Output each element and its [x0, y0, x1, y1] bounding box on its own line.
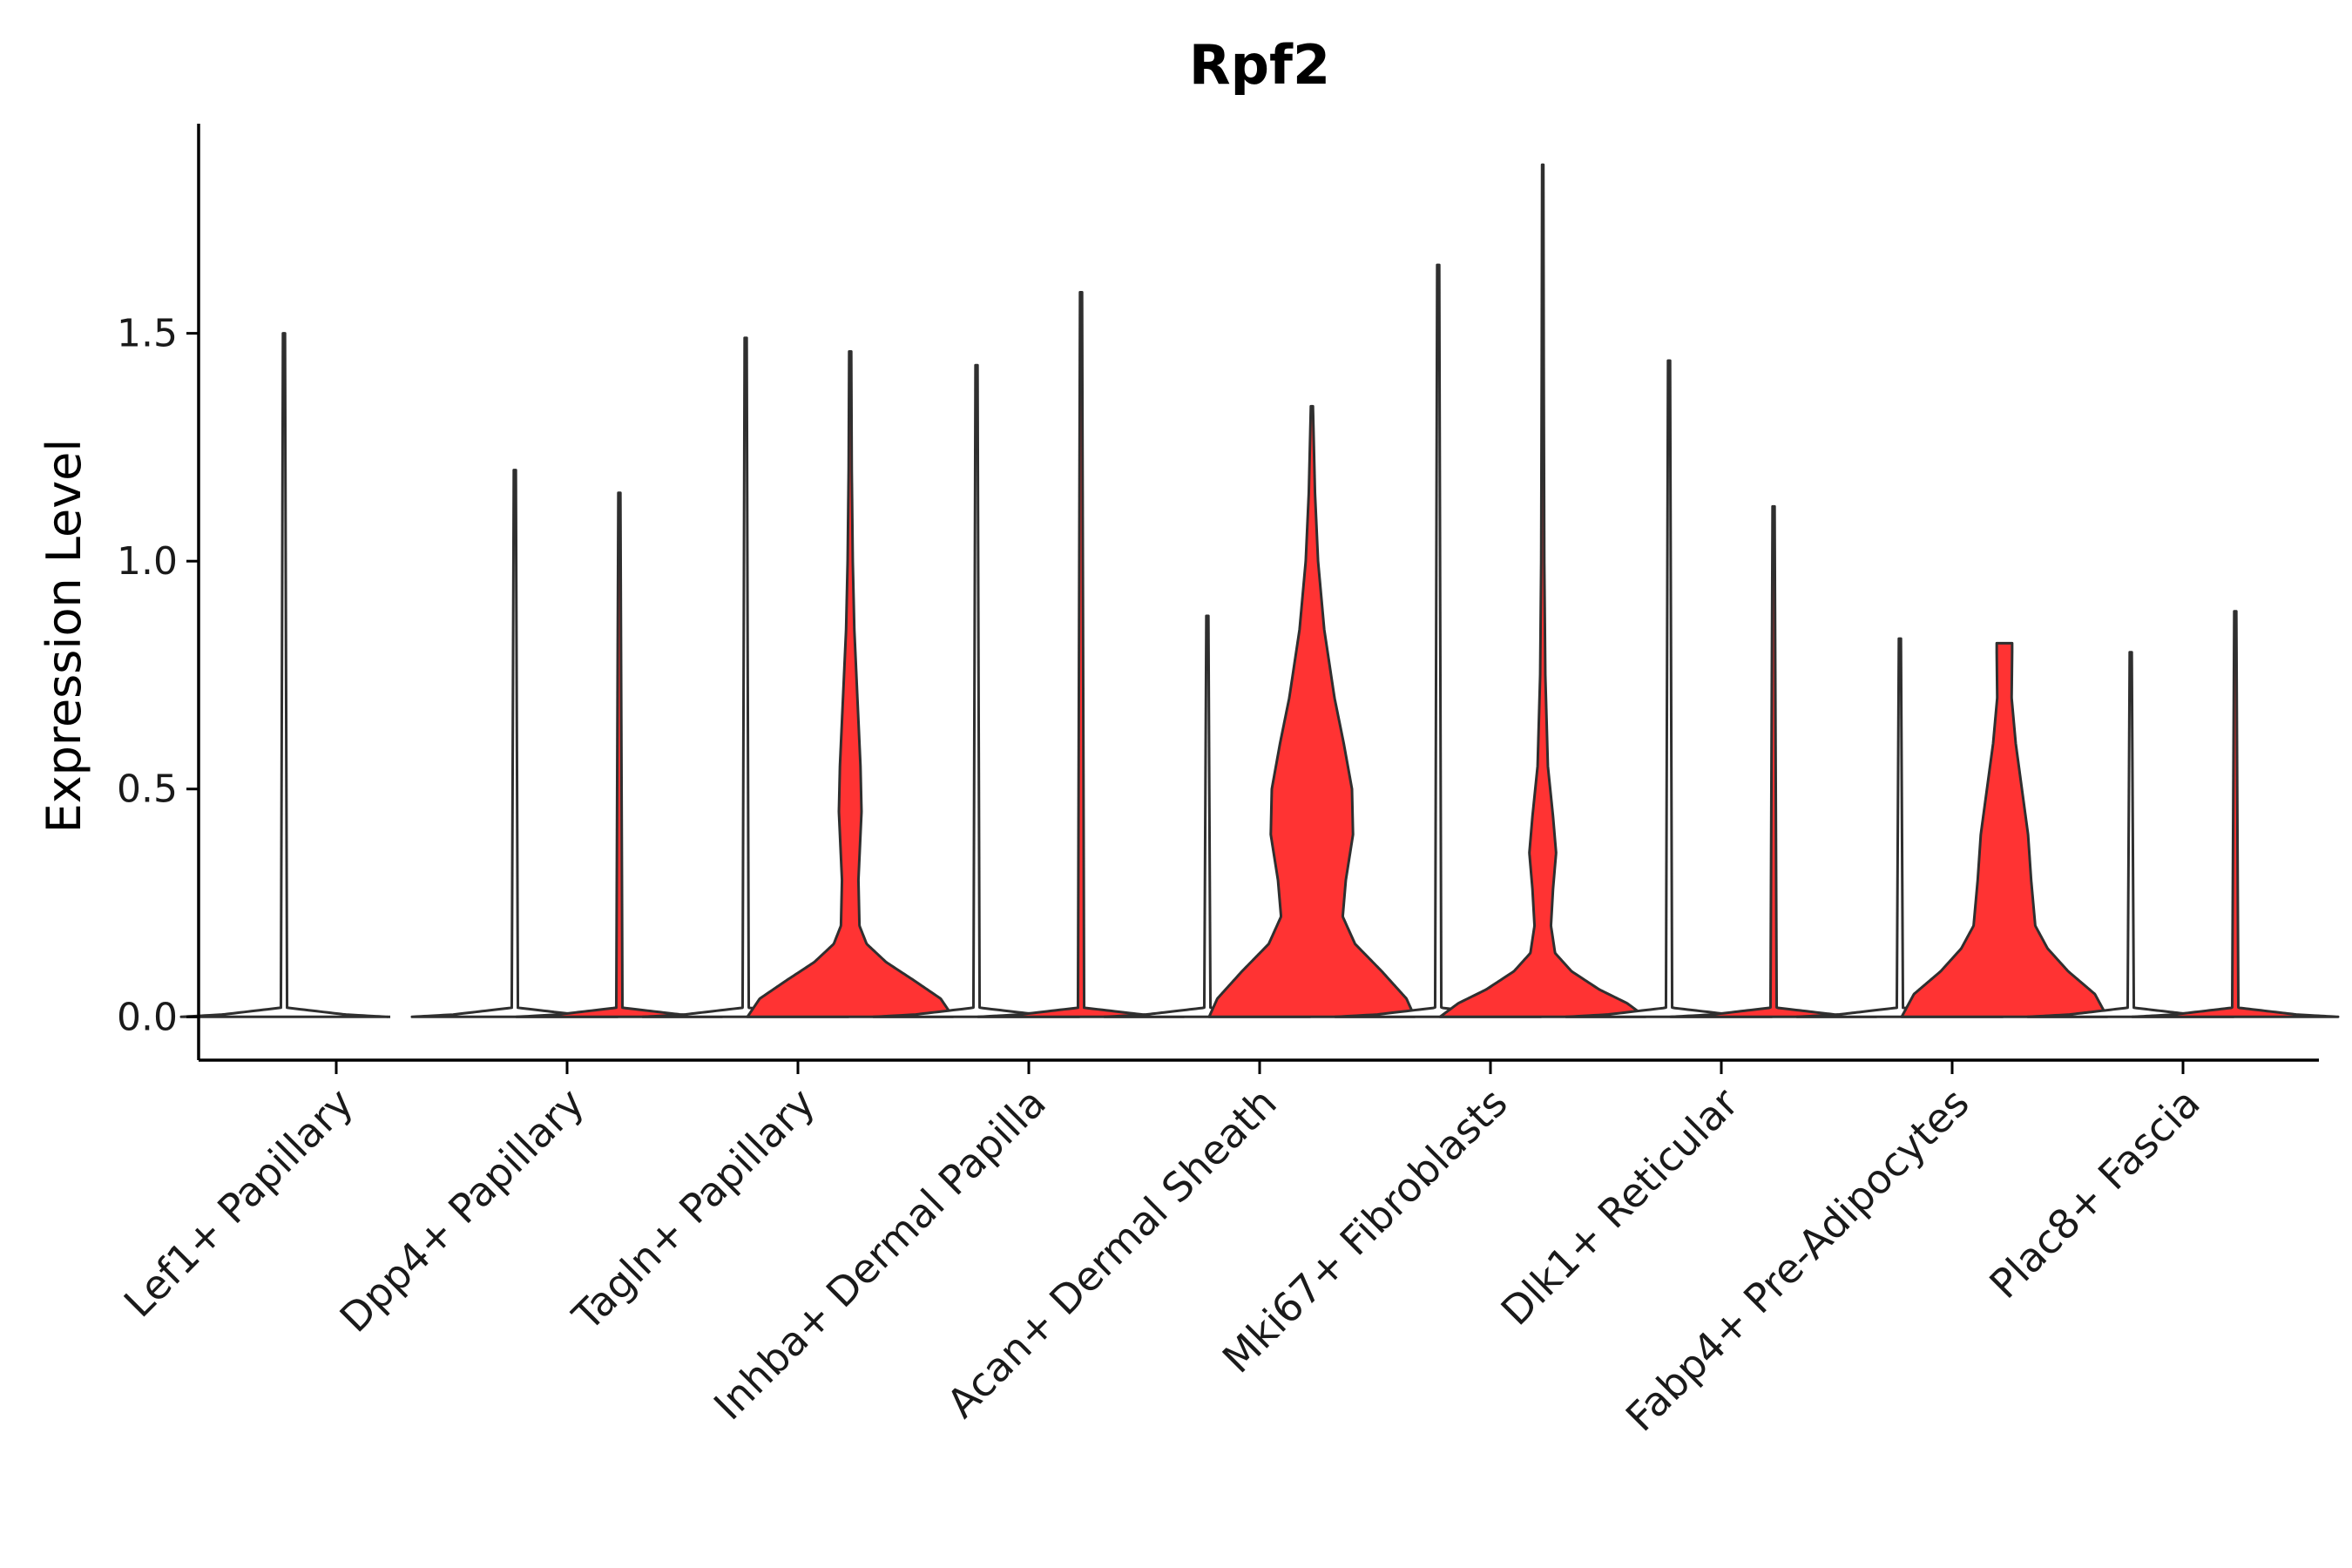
violin-5-group_a: [1334, 263, 1543, 1018]
y-tick-label: 1.5: [117, 312, 178, 356]
y-axis-ticks: 0.0 0.5 1.0 1.5: [117, 312, 199, 1039]
violin-4-group_b: [1207, 404, 1416, 1018]
violin-8-group_b: [2131, 610, 2340, 1018]
violin-2-group_b: [746, 350, 955, 1018]
violin-4-group_a: [1103, 614, 1312, 1018]
violin-3-group_a: [872, 363, 1081, 1018]
x-tick-label: Dlk1+ Reticular: [1492, 1079, 1747, 1335]
y-axis-label: Expression Level: [37, 439, 91, 834]
violin-3-group_b: [977, 291, 1186, 1018]
y-tick-label: 1.0: [117, 539, 178, 584]
violin-7-group_b: [1900, 641, 2109, 1018]
violin-0-group_a: [179, 332, 389, 1018]
violin-6-group_b: [1669, 504, 1878, 1018]
x-tick-label: Tagln+ Papillary: [563, 1079, 824, 1341]
violin-7-group_a: [1795, 637, 2004, 1018]
x-tick-label: Plac8+ Fascia: [1980, 1079, 2208, 1308]
violin-6-group_a: [1565, 359, 1774, 1018]
y-tick-label: 0.5: [117, 767, 178, 812]
violin-5-group_b: [1438, 163, 1647, 1018]
violin-series: [179, 163, 2340, 1018]
x-tick-label: Lef1+ Papillary: [115, 1079, 362, 1327]
violin-1-group_b: [515, 491, 724, 1018]
x-tick-label: Dpp4+ Papillary: [331, 1079, 593, 1342]
chart-title: Rpf2: [1189, 33, 1330, 97]
violin-1-group_a: [410, 469, 619, 1018]
violin-8-group_a: [2026, 651, 2235, 1018]
violin-2-group_a: [641, 336, 850, 1018]
y-tick-label: 0.0: [117, 995, 178, 1039]
